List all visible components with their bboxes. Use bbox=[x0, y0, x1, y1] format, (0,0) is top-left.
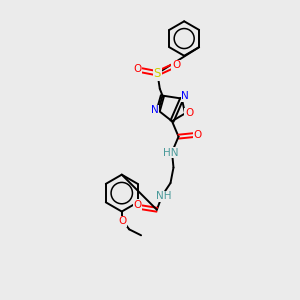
Text: N: N bbox=[182, 91, 189, 101]
Text: HN: HN bbox=[163, 148, 178, 158]
Text: O: O bbox=[118, 216, 127, 226]
Text: O: O bbox=[134, 200, 142, 210]
Text: O: O bbox=[134, 64, 142, 74]
Text: NH: NH bbox=[156, 191, 171, 201]
Text: S: S bbox=[154, 67, 161, 80]
Text: O: O bbox=[172, 60, 180, 70]
Text: N: N bbox=[151, 106, 159, 116]
Text: O: O bbox=[194, 130, 202, 140]
Text: O: O bbox=[185, 108, 194, 118]
